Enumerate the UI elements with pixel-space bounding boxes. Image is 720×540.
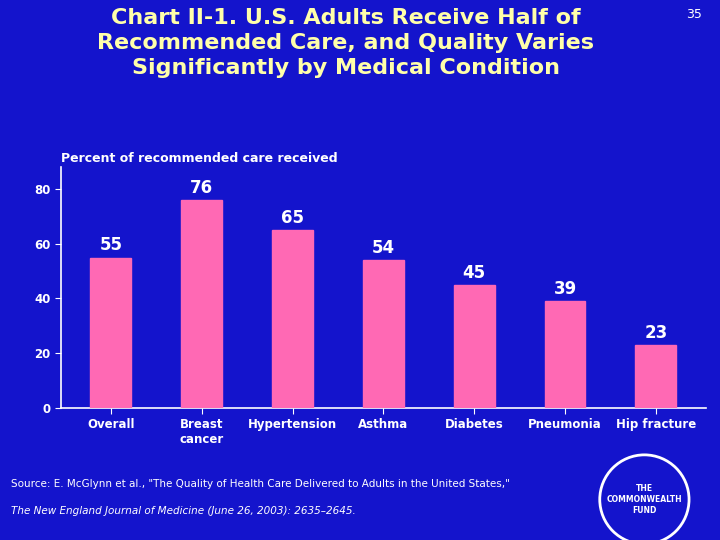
Bar	[272, 230, 313, 408]
Text: The New England Journal of Medicine (June 26, 2003): 2635–2645.: The New England Journal of Medicine (Jun…	[11, 505, 356, 516]
Bar	[181, 200, 222, 408]
Text: 54: 54	[372, 239, 395, 257]
Text: 55: 55	[99, 236, 122, 254]
Bar	[91, 258, 131, 408]
Text: 39: 39	[554, 280, 577, 298]
Bar	[544, 301, 585, 408]
Bar	[454, 285, 495, 408]
Bar	[363, 260, 404, 408]
Text: Source: E. McGlynn et al., "The Quality of Health Care Delivered to Adults in th: Source: E. McGlynn et al., "The Quality …	[11, 478, 510, 489]
Text: 65: 65	[281, 209, 304, 227]
Text: 45: 45	[463, 264, 486, 281]
Bar	[636, 345, 676, 408]
Text: 23: 23	[644, 323, 667, 342]
Text: Percent of recommended care received: Percent of recommended care received	[61, 152, 338, 165]
Text: THE
COMMONWEALTH
FUND: THE COMMONWEALTH FUND	[606, 484, 683, 515]
Text: 76: 76	[190, 179, 213, 197]
Text: Chart II-1. U.S. Adults Receive Half of
Recommended Care, and Quality Varies
Sig: Chart II-1. U.S. Adults Receive Half of …	[97, 8, 594, 78]
Text: 35: 35	[686, 8, 702, 21]
